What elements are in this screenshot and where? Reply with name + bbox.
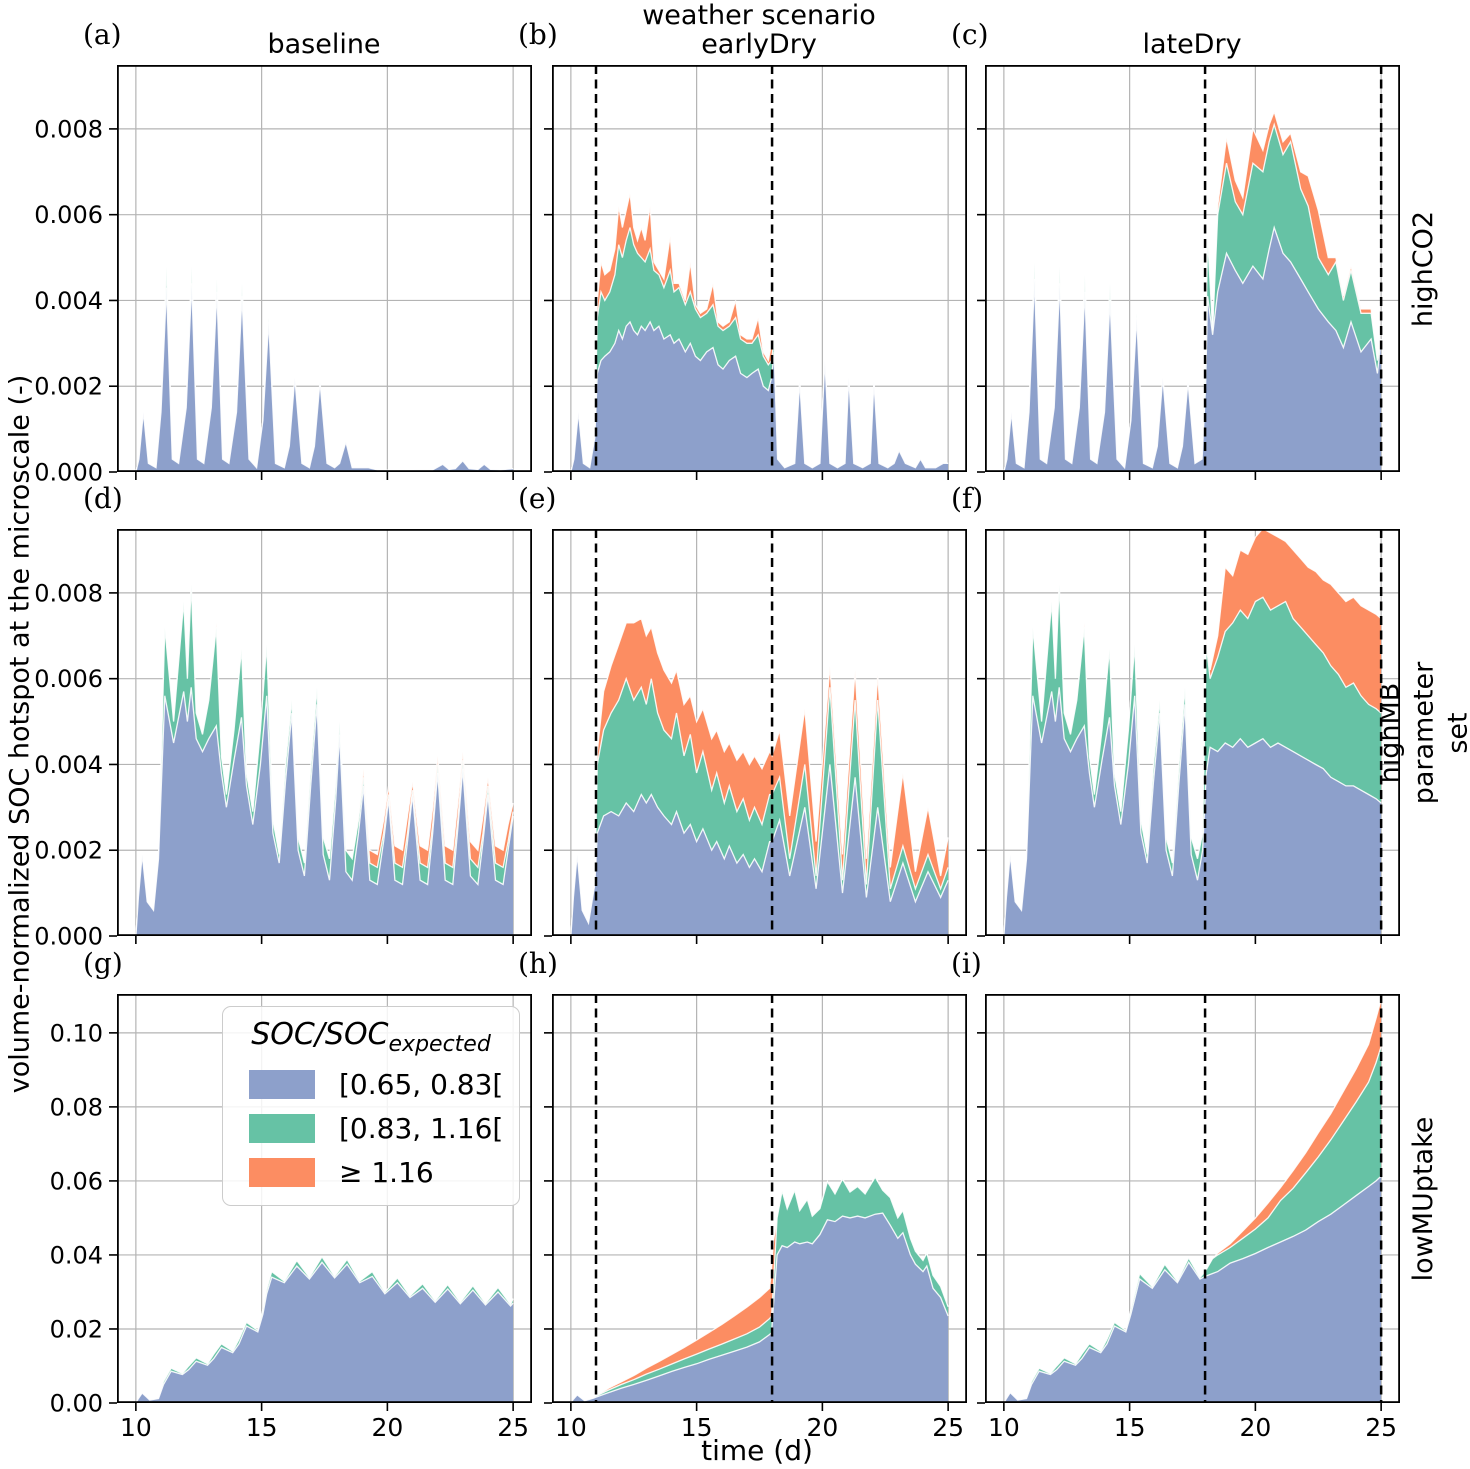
y-tick-label: 0.002 — [34, 837, 103, 865]
area-band-low — [570, 321, 949, 472]
legend-title: SOC/SOCexpected — [251, 1017, 491, 1057]
panel-canvas: 10 15 20 25 — [544, 993, 968, 1442]
y-tick-label: 0.006 — [34, 201, 103, 229]
x-tick-label: 10 — [120, 1413, 152, 1442]
legend-swatch-low — [249, 1070, 315, 1099]
panel-canvas: 0.10 0.08 0.06 0.04 0.02 0.00 10 15 20 25 — [50, 993, 533, 1442]
x-tick-label: 10 — [988, 1413, 1020, 1442]
y-tick-label: 0.004 — [34, 751, 103, 779]
y-tick-label: 0.008 — [34, 115, 103, 143]
x-tick-label: 25 — [1365, 1413, 1397, 1442]
area-band-low — [1003, 687, 1382, 936]
panel-h-earlyDry-lowMUptake: 10 15 20 25 (h) — [518, 947, 968, 1442]
panel-canvas — [977, 64, 1401, 480]
x-tick-label: 20 — [371, 1413, 403, 1442]
area-band-low — [135, 687, 514, 936]
x-tick-label: 20 — [1239, 1413, 1271, 1442]
y-tick-label: 0.006 — [34, 665, 103, 693]
x-tick-label: 20 — [806, 1413, 838, 1442]
x-tick-label: 15 — [246, 1413, 278, 1442]
x-tick-label: 25 — [932, 1413, 964, 1442]
y-tick-label: 0.002 — [34, 373, 103, 401]
panel-letter-i: (i) — [951, 947, 982, 980]
y-tick-label: 0.08 — [50, 1093, 103, 1121]
y-tick-label: 0.10 — [50, 1019, 103, 1047]
panel-f-lateDry-highMB: (f) — [951, 482, 1401, 944]
panel-g-baseline-lowMUptake: 0.10 0.08 0.06 0.04 0.02 0.00 10 15 20 25 (g) — [50, 947, 533, 1442]
y-tick-label: 0.008 — [34, 579, 103, 607]
legend-label-mid: [0.83, 1.16[ — [339, 1112, 504, 1145]
area-band-low — [570, 764, 949, 936]
x-tick-label: 25 — [497, 1413, 529, 1442]
panel-canvas: 0.008 0.006 0.004 0.002 0.000 — [34, 64, 533, 487]
x-axis-label: time (d) — [701, 1434, 813, 1467]
y-tick-label: 0.06 — [50, 1167, 103, 1195]
panel-letter-h: (h) — [518, 947, 558, 980]
legend-entry: [0.65, 0.83[ — [249, 1068, 505, 1101]
panel-d-baseline-highMB: 0.008 0.006 0.004 0.002 0.000 (d) — [34, 482, 533, 951]
panel-letter-b: (b) — [518, 18, 558, 51]
panel-b-earlyDry-highCO2: (b) — [518, 18, 968, 480]
area-band-low — [570, 1213, 949, 1403]
panel-c-lateDry-highCO2: (c) — [951, 18, 1401, 480]
panel-letter-a: (a) — [83, 18, 122, 51]
legend-entry: ≥ 1.16 — [249, 1156, 505, 1189]
column-title-baseline: baseline — [267, 29, 381, 60]
panel-a-baseline-highCO2: 0.008 0.006 0.004 0.002 0.000 (a) — [34, 18, 533, 487]
y-tick-label: 0.000 — [34, 459, 103, 487]
y-tick-label: 0.02 — [50, 1315, 103, 1343]
panel-i-lateDry-lowMUptake: 10 15 20 25 (i) — [951, 947, 1401, 1442]
panel-letter-d: (d) — [83, 482, 123, 515]
y-tick-label: 0.004 — [34, 287, 103, 315]
figure-title: weather scenario — [642, 0, 876, 31]
legend: SOC/SOCexpected [0.65, 0.83[ [0.83, 1.16… — [222, 1006, 520, 1206]
legend-swatch-mid — [249, 1114, 315, 1143]
x-tick-label: 15 — [681, 1413, 713, 1442]
panel-e-earlyDry-highMB: (e) — [518, 482, 968, 944]
area-band-low — [1003, 227, 1382, 472]
area-band-low — [1003, 1176, 1382, 1403]
panel-letter-f: (f) — [951, 482, 984, 515]
y-tick-label: 0.04 — [50, 1241, 103, 1269]
legend-label-high: ≥ 1.16 — [339, 1156, 434, 1189]
panel-letter-g: (g) — [83, 947, 123, 980]
column-title-earlydry: earlyDry — [701, 29, 817, 60]
x-tick-label: 15 — [1114, 1413, 1146, 1442]
y-axis-label: volume-normalized SOC hotspot at the mic… — [4, 374, 36, 1094]
row-label-lowmuptake: lowMUptake — [1408, 1116, 1440, 1281]
legend-swatch-high — [249, 1158, 315, 1187]
y-tick-label: 0.000 — [34, 923, 103, 951]
panel-canvas: 0.008 0.006 0.004 0.002 0.000 — [34, 528, 533, 951]
legend-label-low: [0.65, 0.83[ — [339, 1068, 504, 1101]
area-band-low — [135, 1262, 514, 1403]
column-title-latedry: lateDry — [1142, 29, 1242, 60]
y-tick-label: 0.00 — [50, 1390, 103, 1418]
legend-entry: [0.83, 1.16[ — [249, 1112, 505, 1145]
row-label-highco2: highCO2 — [1408, 210, 1440, 327]
panel-canvas: 10 15 20 25 — [977, 993, 1401, 1442]
panel-canvas — [544, 64, 968, 480]
panel-letter-c: (c) — [951, 18, 989, 51]
x-tick-label: 10 — [555, 1413, 587, 1442]
panel-canvas — [544, 528, 968, 944]
panel-letter-e: (e) — [518, 482, 557, 515]
panel-canvas — [977, 527, 1401, 944]
